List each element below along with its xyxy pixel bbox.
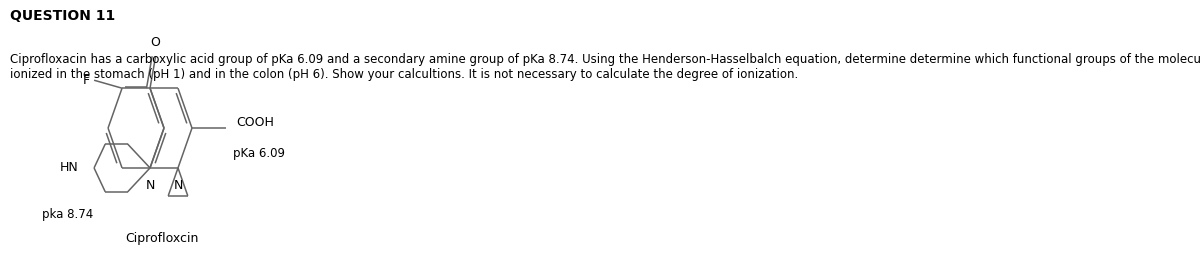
Text: N: N: [145, 179, 155, 192]
Text: O: O: [151, 36, 161, 49]
Text: QUESTION 11: QUESTION 11: [10, 9, 115, 23]
Text: HN: HN: [60, 161, 78, 174]
Text: N: N: [173, 179, 182, 192]
Text: Ciprofloxacin has a carboxylic acid group of pKa 6.09 and a secondary amine grou: Ciprofloxacin has a carboxylic acid grou…: [10, 53, 1200, 81]
Text: pKa 6.09: pKa 6.09: [233, 147, 284, 160]
Text: F: F: [83, 74, 90, 87]
Text: Ciprofloxcin: Ciprofloxcin: [125, 232, 198, 245]
Text: pka 8.74: pka 8.74: [42, 208, 92, 221]
Text: COOH: COOH: [236, 116, 274, 129]
